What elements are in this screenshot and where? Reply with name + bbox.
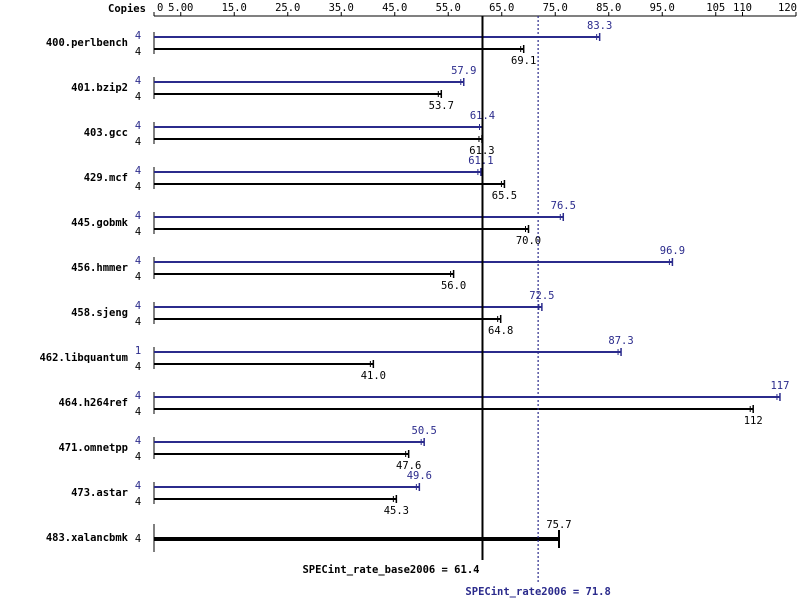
benchmark-name: 401.bzip2 (71, 82, 128, 94)
copies: 4 (135, 406, 141, 418)
value-label: 45.3 (384, 505, 409, 517)
value-label: 53.7 (429, 100, 454, 112)
x-tick-label: 35.0 (329, 2, 354, 14)
benchmark-name: 471.omnetpp (58, 442, 128, 454)
copies: 4 (135, 120, 141, 132)
benchmark-name: 400.perlbench (46, 37, 128, 49)
value-label: 96.9 (660, 245, 685, 257)
value-label: 49.6 (407, 470, 432, 482)
benchmark-name: 403.gcc (84, 127, 128, 139)
copies: 1 (135, 345, 141, 357)
copies: 4 (135, 451, 141, 463)
copies: 4 (135, 533, 141, 545)
copies: 4 (135, 496, 141, 508)
value-label: 61.1 (468, 155, 493, 167)
benchmark-name: 429.mcf (84, 172, 128, 184)
value-label: 64.8 (488, 325, 513, 337)
copies: 4 (135, 361, 141, 373)
x-tick-label: 105 (706, 2, 725, 14)
x-tick-label: 55.0 (436, 2, 461, 14)
value-label: 76.5 (551, 200, 576, 212)
value-label: 72.5 (529, 290, 554, 302)
copies: 4 (135, 435, 141, 447)
x-tick-label: 95.0 (650, 2, 675, 14)
copies-header: Copies (108, 3, 146, 15)
value-label: 65.5 (492, 190, 517, 202)
copies: 4 (135, 75, 141, 87)
value-label: 117 (770, 380, 789, 392)
x-tick-label: 5.00 (168, 2, 193, 14)
value-label: 83.3 (587, 20, 612, 32)
value-label: 57.9 (451, 65, 476, 77)
value-label: 50.5 (412, 425, 437, 437)
benchmark-name: 445.gobmk (71, 217, 129, 229)
x-tick-label: 85.0 (596, 2, 621, 14)
copies: 4 (135, 30, 141, 42)
x-tick-label: 25.0 (275, 2, 300, 14)
copies: 4 (135, 210, 141, 222)
value-label: 41.0 (361, 370, 386, 382)
benchmark-name: 456.hmmer (71, 262, 128, 274)
x-tick-label: 120 (778, 2, 797, 14)
reference-label: SPECint_rate_base2006 = 61.4 (302, 564, 479, 576)
benchmark-name: 464.h264ref (58, 397, 128, 409)
x-tick-label: 0 (157, 2, 163, 14)
value-label: 75.7 (546, 519, 571, 531)
reference-label: SPECint_rate2006 = 71.8 (465, 586, 610, 598)
copies: 4 (135, 390, 141, 402)
x-tick-label: 45.0 (382, 2, 407, 14)
x-tick-label: 65.0 (489, 2, 514, 14)
copies: 4 (135, 181, 141, 193)
value-label: 112 (744, 415, 763, 427)
copies: 4 (135, 271, 141, 283)
copies: 4 (135, 480, 141, 492)
copies: 4 (135, 300, 141, 312)
copies: 4 (135, 46, 141, 58)
value-label: 70.0 (516, 235, 541, 247)
benchmark-name: 483.xalancbmk (46, 532, 129, 544)
copies: 4 (135, 226, 141, 238)
x-tick-label: 75.0 (543, 2, 568, 14)
copies: 4 (135, 316, 141, 328)
copies: 4 (135, 136, 141, 148)
benchmark-name: 473.astar (71, 487, 128, 499)
benchmark-name: 458.sjeng (71, 307, 128, 319)
copies: 4 (135, 255, 141, 267)
value-label: 47.6 (396, 460, 421, 472)
value-label: 69.1 (511, 55, 536, 67)
benchmark-name: 462.libquantum (39, 352, 128, 364)
value-label: 87.3 (608, 335, 633, 347)
x-tick-label: 110 (733, 2, 752, 14)
x-tick-label: 15.0 (222, 2, 247, 14)
value-label: 56.0 (441, 280, 466, 292)
copies: 4 (135, 165, 141, 177)
copies: 4 (135, 91, 141, 103)
